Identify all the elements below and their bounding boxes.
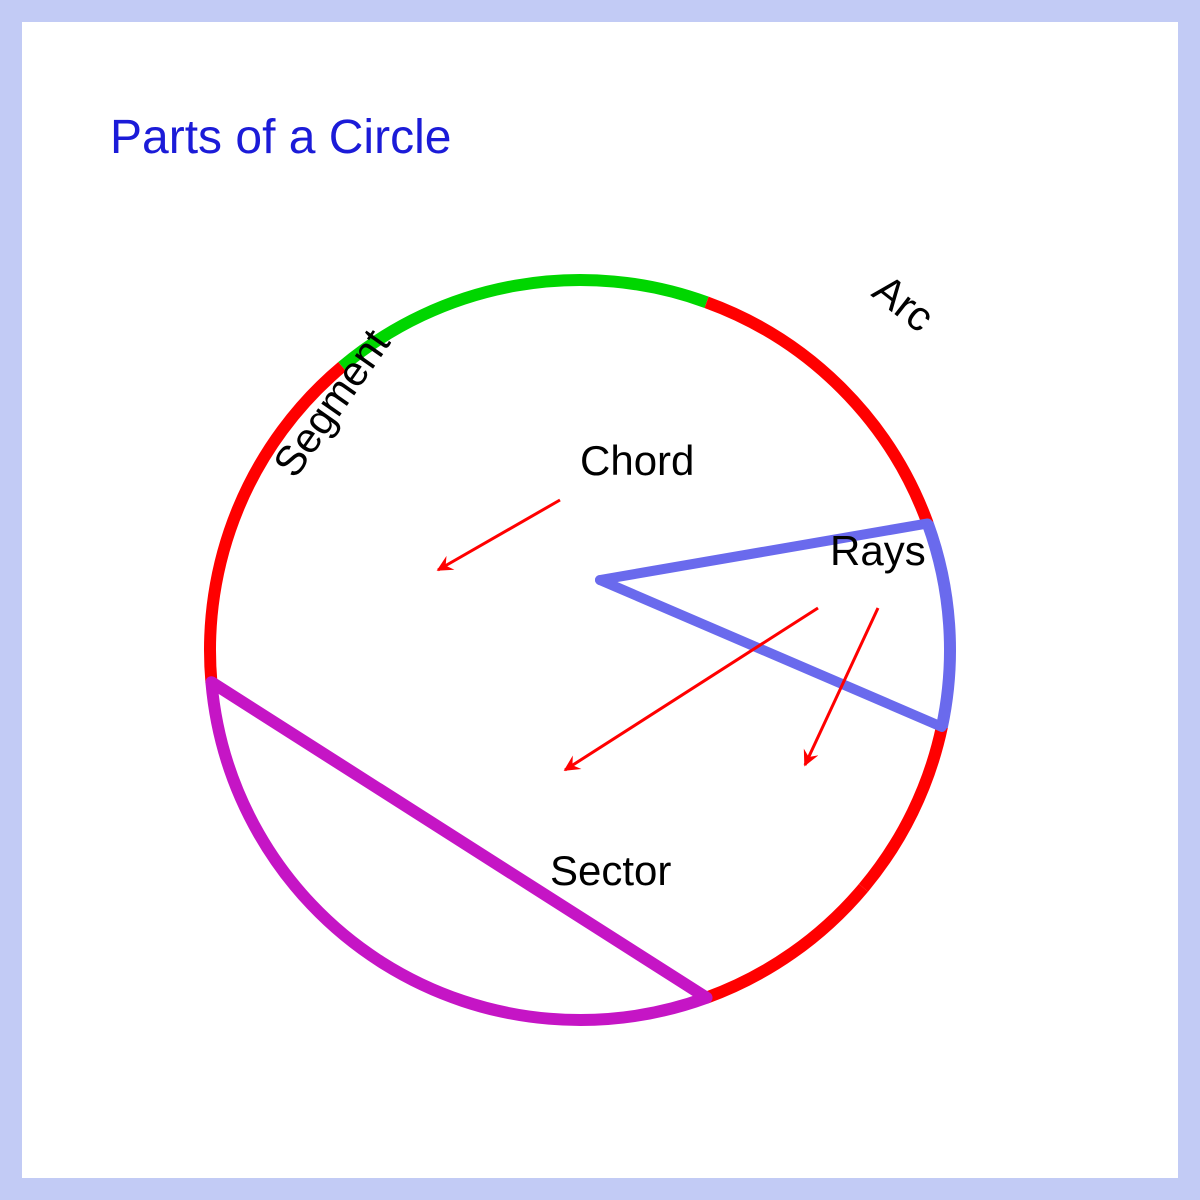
label-chord: Chord [580, 437, 694, 484]
circle-diagram: Arc Segment Chord Rays Sector [0, 0, 1200, 1200]
arc-segment [928, 523, 950, 726]
arc-segment [342, 280, 706, 367]
pointer-arrow [565, 608, 818, 770]
label-rays: Rays [830, 527, 926, 574]
arc-segment [707, 888, 864, 998]
chord-line [211, 682, 706, 997]
label-segment: Segment [264, 320, 399, 485]
label-sector: Sector [550, 847, 671, 894]
arc-segment [863, 727, 941, 888]
pointer-arrow [805, 608, 878, 765]
pointer-arrow [438, 500, 560, 570]
arc-segment [707, 302, 928, 523]
label-arc: Arc [864, 265, 943, 341]
sector-ray [600, 580, 942, 727]
